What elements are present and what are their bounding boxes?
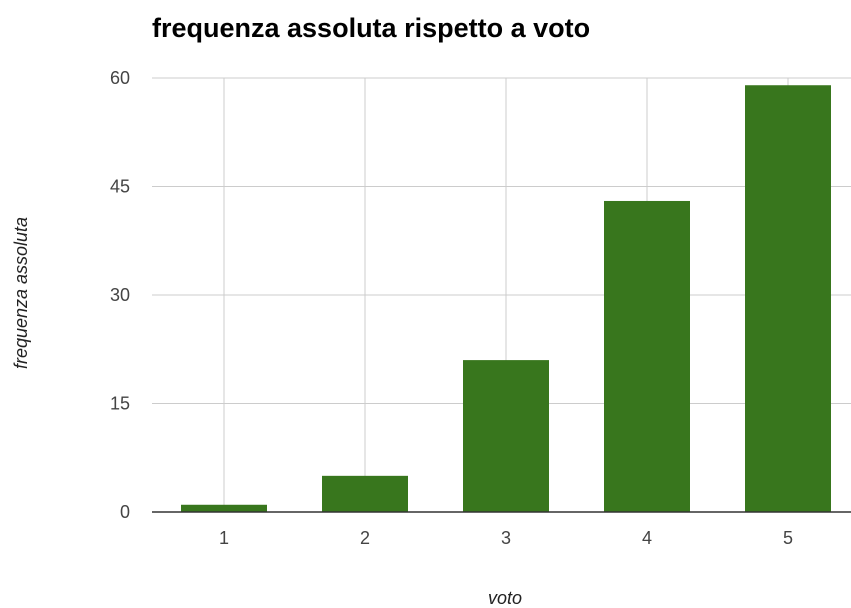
x-axis-label: voto	[488, 588, 522, 608]
y-tick-labels: 0 15 30 45 60	[110, 68, 130, 522]
y-axis-label: frequenza assoluta	[11, 217, 31, 369]
x-tick-label: 2	[360, 528, 370, 548]
bar-5	[745, 85, 831, 512]
bar-3	[463, 360, 549, 512]
x-tick-labels: 1 2 3 4 5	[219, 528, 793, 548]
y-tick-label: 60	[110, 68, 130, 88]
bars	[181, 85, 831, 512]
x-tick-label: 1	[219, 528, 229, 548]
x-tick-label: 5	[783, 528, 793, 548]
bar-2	[322, 475, 408, 512]
bar-1	[181, 504, 267, 512]
y-tick-label: 30	[110, 285, 130, 305]
x-tick-label: 3	[501, 528, 511, 548]
y-tick-label: 0	[120, 502, 130, 522]
chart-title: frequenza assoluta rispetto a voto	[152, 13, 590, 43]
bar-4	[604, 200, 690, 512]
y-tick-label: 45	[110, 177, 130, 197]
y-tick-label: 15	[110, 394, 130, 414]
x-tick-label: 4	[642, 528, 652, 548]
